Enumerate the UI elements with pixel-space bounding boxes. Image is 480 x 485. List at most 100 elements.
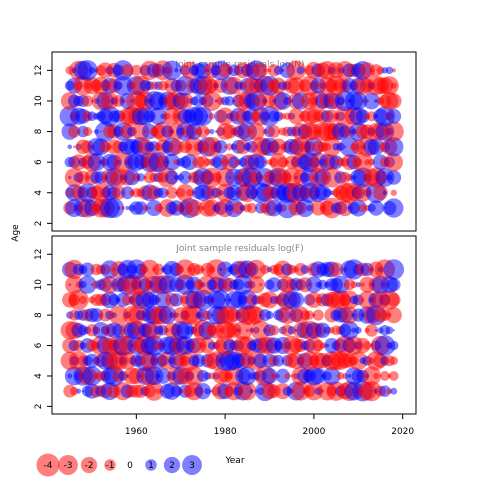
bubble	[390, 82, 397, 89]
y-axis-title: Age	[11, 224, 21, 242]
bubble	[263, 160, 267, 164]
bubble	[178, 170, 192, 185]
bubble	[209, 128, 215, 135]
bubble	[117, 206, 121, 210]
bubble	[328, 262, 344, 277]
y-tick-label: 2	[34, 220, 44, 226]
bubble	[265, 311, 274, 320]
bubble	[144, 381, 164, 401]
bubble	[351, 327, 357, 333]
bubble	[384, 198, 404, 218]
bubble	[223, 145, 227, 149]
bubble	[363, 92, 381, 110]
bubble	[317, 279, 328, 290]
y-tick-label: 4	[34, 190, 44, 196]
bubble	[288, 291, 305, 308]
panel-logN-frame	[51, 51, 417, 232]
bubble	[163, 153, 181, 171]
bubble	[268, 325, 280, 336]
bubble	[354, 326, 362, 334]
bubble	[194, 383, 212, 400]
bubble	[359, 62, 376, 79]
panel-logF-bubbles	[60, 259, 405, 402]
y-tick-label: 6	[34, 342, 44, 348]
bubble	[363, 341, 372, 350]
bubble	[388, 371, 399, 381]
legend-label: 1	[148, 461, 154, 471]
bubble	[246, 202, 257, 214]
bubble	[383, 259, 405, 280]
bubble	[304, 381, 324, 401]
bubble	[176, 183, 194, 202]
y-tick-label: 6	[34, 159, 44, 165]
x-tick-label: 2000	[302, 427, 325, 437]
bubble	[321, 137, 342, 157]
bubble	[384, 137, 404, 157]
bubble	[155, 368, 171, 384]
bubble	[247, 122, 265, 141]
bubble	[100, 92, 119, 110]
x-tick-label: 2020	[391, 427, 414, 437]
bubble	[352, 152, 373, 173]
bubble	[139, 259, 160, 280]
bubble	[173, 175, 179, 180]
bubble	[130, 64, 142, 76]
bubble	[201, 91, 222, 111]
bubble	[300, 264, 310, 275]
bubble	[70, 387, 79, 396]
bubble	[367, 138, 385, 156]
bubble	[164, 170, 179, 185]
legend-label: -3	[64, 461, 73, 471]
bubble	[315, 322, 331, 338]
bubble	[149, 107, 168, 126]
bubble	[88, 67, 96, 74]
bubble	[291, 381, 310, 401]
legend-bubble	[80, 456, 98, 474]
bubble	[121, 64, 134, 77]
bubble	[121, 186, 134, 200]
bubble	[158, 306, 177, 325]
bubble	[82, 126, 93, 137]
bubble	[72, 145, 76, 149]
bubble	[155, 388, 162, 395]
bubble	[350, 281, 358, 289]
bubble	[374, 329, 378, 332]
bubble	[80, 262, 95, 277]
legend-label: 2	[169, 461, 175, 471]
legend-bubble	[58, 455, 78, 475]
bubble	[387, 293, 401, 307]
bubble	[216, 107, 234, 126]
legend: -4 -3 -2 -1 0 1 2 3	[36, 453, 202, 477]
bubble	[204, 128, 211, 135]
bubble	[374, 335, 396, 356]
bubble	[336, 199, 354, 217]
bubble	[184, 366, 204, 386]
bubble	[65, 275, 84, 294]
bubble	[213, 140, 228, 154]
legend-bubble	[182, 455, 202, 475]
bubble	[392, 329, 395, 332]
bubble	[260, 264, 270, 275]
bubble	[368, 200, 384, 216]
bubble	[295, 198, 315, 218]
bubble	[277, 156, 289, 168]
bubble	[365, 323, 378, 337]
legend-bubble	[104, 459, 116, 471]
bubble	[193, 264, 204, 275]
bubble	[271, 373, 277, 379]
bubble	[387, 277, 401, 292]
bubble	[68, 289, 89, 310]
bubble	[312, 309, 324, 321]
bubble	[199, 337, 216, 354]
panel-logF-y-axis: 2 4 6 8 10 12	[34, 249, 52, 409]
x-tick-label: 1960	[125, 427, 148, 437]
legend-label: -2	[85, 461, 94, 471]
bubble	[247, 306, 265, 324]
bubble	[185, 199, 203, 217]
legend-bubble	[36, 453, 60, 477]
bubble	[177, 92, 194, 110]
bubble	[261, 367, 278, 385]
bubble	[247, 275, 265, 294]
bubble	[385, 66, 394, 75]
bubble	[246, 259, 266, 280]
